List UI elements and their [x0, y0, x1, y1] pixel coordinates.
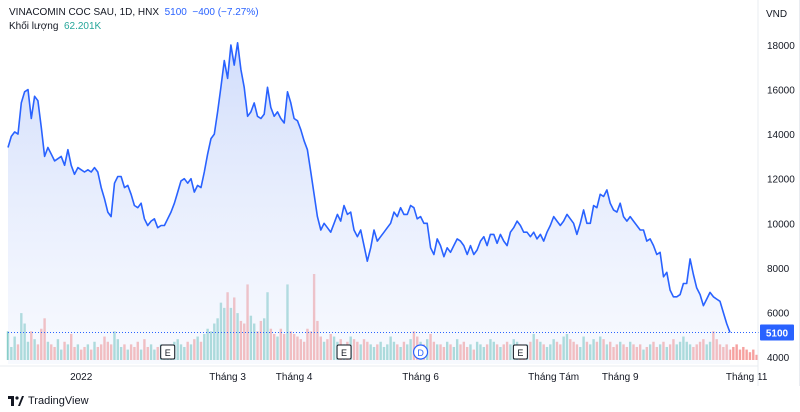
- earnings-marker: [160, 344, 176, 360]
- x-tick-label: Tháng 3: [209, 372, 246, 383]
- x-tick-label: 2022: [70, 372, 93, 383]
- volume-value: 62.201K: [63, 21, 102, 32]
- x-tick-label: Tháng 9: [602, 372, 639, 383]
- y-tick-label: 16000: [767, 86, 795, 97]
- earnings-marker: [512, 344, 528, 360]
- y-tick-label: 8000: [767, 264, 790, 275]
- earnings-marker-label: E: [517, 348, 523, 358]
- tradingview-brand[interactable]: TradingView: [8, 395, 89, 407]
- y-tick-label: 12000: [767, 175, 795, 186]
- price-chart[interactable]: E E D E 2022 Tháng 3 Tháng 4 Tháng 6 Tháng Tám T…: [0, 0, 800, 386]
- volume-bar: [748, 352, 752, 360]
- y-tick-label: 14000: [767, 130, 795, 141]
- price-badge-label: 5100: [766, 328, 789, 339]
- x-tick-label: Tháng 6: [402, 372, 439, 383]
- y-tick-label: 10000: [767, 219, 795, 230]
- earnings-marker-label: E: [165, 348, 171, 358]
- volume-bar: [755, 354, 758, 360]
- price-badge: [760, 324, 794, 341]
- symbol-title[interactable]: VINACOMIN COC SAU, 1D, HNX: [9, 7, 160, 18]
- earnings-marker: [336, 344, 352, 360]
- tradingview-logo-icon: [8, 396, 24, 406]
- currency-label: VND: [766, 9, 787, 20]
- volume-bar: [742, 346, 745, 360]
- symbol-legend: VINACOMIN COC SAU, 1D, HNX 5100 −400 (−7…: [9, 6, 259, 34]
- volume-bar: [745, 349, 748, 360]
- volume-bar: [735, 344, 738, 360]
- volume-bar: [732, 346, 735, 360]
- y-tick-label: 4000: [767, 353, 790, 364]
- dividend-marker-label: D: [417, 348, 424, 358]
- x-tick-label: Tháng 4: [276, 372, 313, 383]
- price-line: [7, 42, 731, 333]
- y-tick-label: 18000: [767, 41, 795, 52]
- x-tick-label: Tháng Tám: [528, 372, 579, 383]
- footer: TradingView: [0, 388, 800, 412]
- brand-label: TradingView: [28, 395, 89, 407]
- x-tick-label: Tháng 11: [726, 372, 768, 383]
- dividend-marker: [412, 344, 429, 360]
- price-area: [8, 42, 730, 365]
- volume-bar: [752, 349, 755, 360]
- price-change: −400 (−7.27%): [192, 7, 259, 18]
- last-price: 5100: [164, 7, 187, 18]
- volume-label: Khối lượng: [9, 21, 59, 32]
- earnings-marker-label: E: [341, 348, 347, 358]
- chart-frame[interactable]: E E D E 2022 Tháng 3 Tháng 4 Tháng 6 Tháng Tám T…: [0, 0, 800, 386]
- volume-bar: [738, 349, 742, 360]
- y-tick-label: 6000: [767, 308, 790, 319]
